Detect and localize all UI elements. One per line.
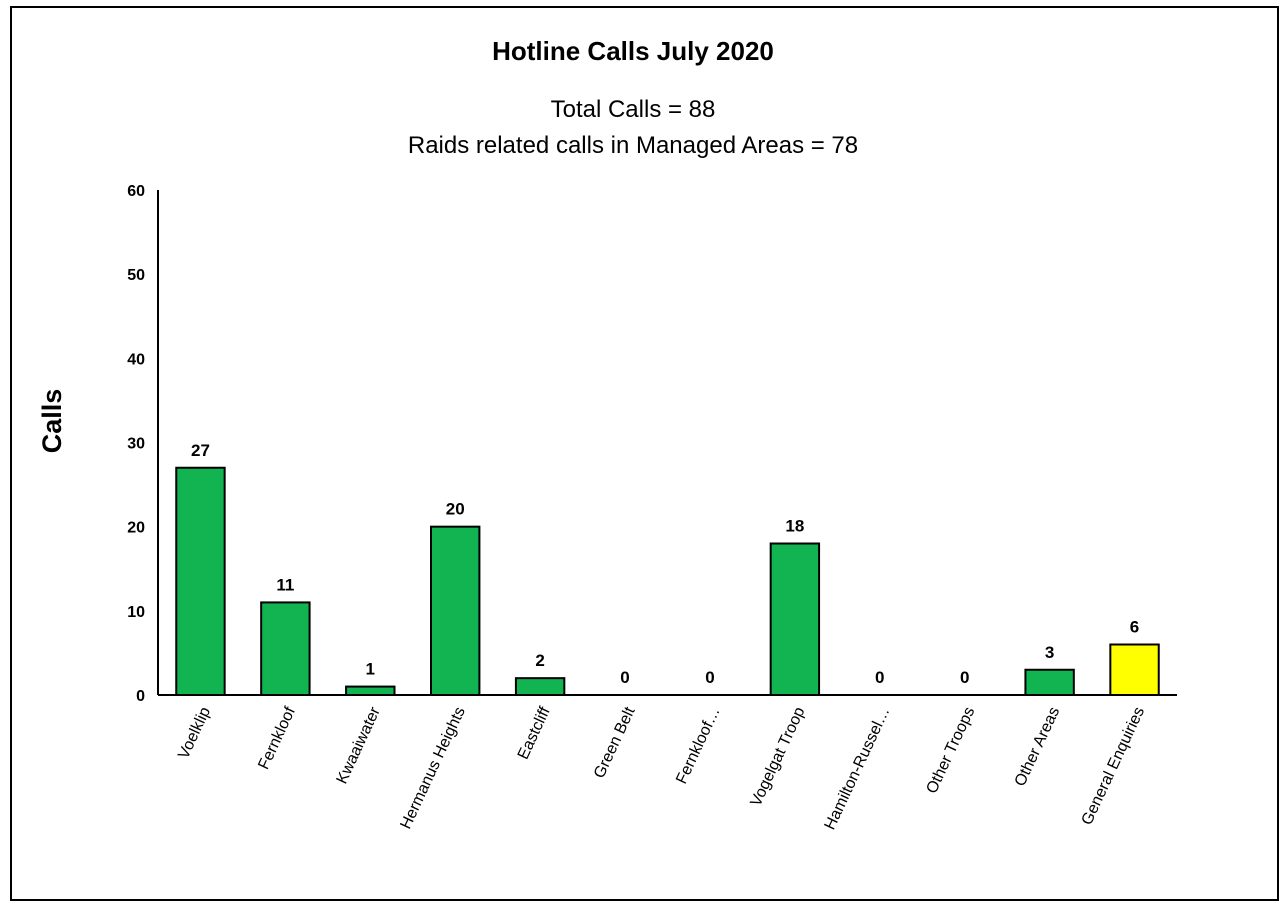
y-tick-label: 10 [127,604,145,621]
category-label: Eastcliff [515,704,554,762]
category-label: Hamilton-Russel… [822,705,894,833]
data-label: 6 [1130,618,1139,637]
y-tick-label: 0 [136,688,145,705]
data-label: 27 [191,441,210,460]
data-label: 18 [785,517,804,536]
bar [514,677,566,697]
data-label: 3 [1045,643,1054,662]
category-label: Fernkloof… [673,705,723,787]
bar [430,525,481,697]
chart-frame [10,6,1279,901]
chart-subtitle-total: Total Calls = 88 [551,96,716,123]
chart-subtitle-raids: Raids related calls in Managed Areas = 7… [408,132,858,159]
category-label: General Enquiries [1079,705,1149,828]
category-labels: Voelklip Fernkloof Kwaaiwater Hermanus Heig… [175,704,1148,833]
y-tick-label: 20 [127,520,145,537]
y-axis-label: Calls [37,389,67,454]
y-axis-ticks: 0 10 20 30 40 50 60 [127,183,145,705]
bar [769,542,821,696]
bar [345,685,396,696]
category-label: Green Belt [591,704,639,781]
category-label: Hermanus Heights [397,705,468,832]
category-label: Vogelgat Troop [748,704,809,809]
data-label: 0 [875,668,884,687]
bars [175,466,1160,697]
data-label: 2 [535,651,544,670]
chart-title: Hotline Calls July 2020 [492,36,774,66]
data-label: 11 [276,575,294,594]
category-label: Kwaaiwater [334,704,385,787]
data-label: 0 [620,668,629,687]
bar [1109,643,1160,696]
y-tick-label: 30 [127,436,145,453]
category-label: Fernkloof [255,704,299,772]
category-label: Other Areas [1012,705,1063,790]
data-label: 0 [705,668,714,687]
y-tick-label: 60 [127,183,145,200]
data-label: 1 [366,660,375,679]
y-tick-label: 40 [127,351,145,368]
bar [260,601,311,697]
data-label: 20 [446,500,465,519]
y-tick-label: 50 [127,267,145,284]
category-label: Other Troops [923,705,978,797]
category-label: Voelklip [175,704,214,761]
bar [175,466,226,696]
bar [1024,668,1075,696]
data-label: 0 [960,668,969,687]
